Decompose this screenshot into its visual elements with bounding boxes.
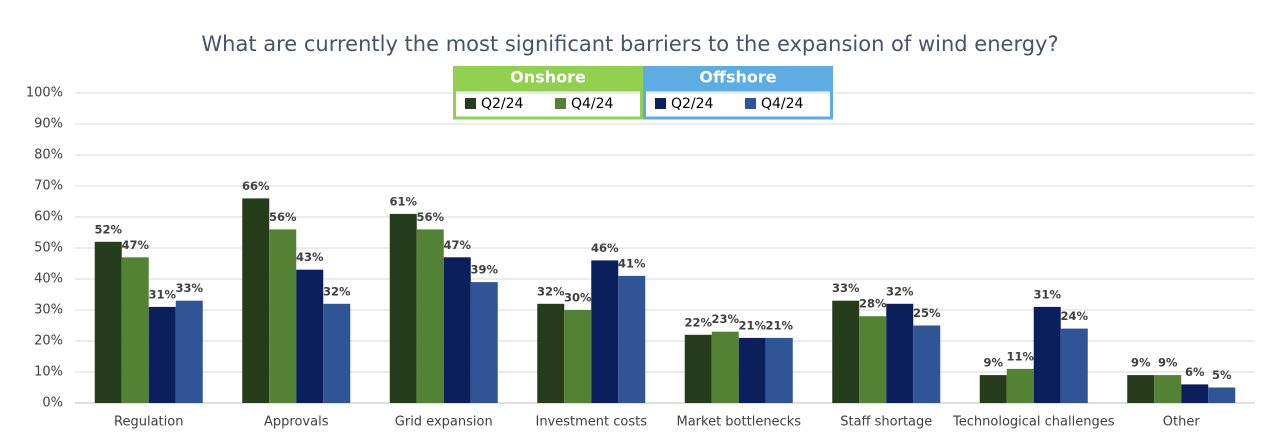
value-label: 43% — [296, 250, 324, 264]
bar — [175, 300, 203, 403]
legend-swatch — [555, 98, 566, 109]
bar — [765, 337, 793, 403]
legend-label: Q4/24 — [571, 96, 614, 112]
bar — [1033, 306, 1061, 403]
value-label: 56% — [416, 210, 444, 224]
y-tick-label: 100% — [26, 86, 63, 101]
y-tick-label: 0% — [42, 396, 63, 411]
y-tick-label: 40% — [34, 272, 63, 287]
x-tick-label: Approvals — [264, 415, 329, 430]
value-label: 21% — [765, 318, 793, 332]
value-label: 31% — [1033, 287, 1061, 301]
bar — [537, 303, 565, 403]
value-label: 47% — [443, 238, 471, 252]
x-tick-label: Other — [1163, 415, 1201, 430]
value-label: 11% — [1006, 349, 1034, 363]
legend-label: Q4/24 — [761, 96, 804, 112]
bar — [269, 229, 297, 403]
value-label: 46% — [591, 241, 619, 255]
bar — [859, 316, 887, 403]
value-label: 39% — [470, 263, 498, 277]
value-label: 47% — [121, 238, 149, 252]
chart-title: What are currently the most significant … — [201, 32, 1058, 56]
value-label: 31% — [148, 287, 176, 301]
x-tick-label: Investment costs — [535, 415, 647, 430]
y-tick-label: 90% — [34, 117, 63, 132]
value-label: 23% — [711, 312, 739, 326]
bar — [618, 275, 646, 403]
bar — [886, 303, 914, 403]
y-tick-label: 10% — [34, 365, 63, 380]
bar — [148, 306, 176, 403]
bar — [564, 310, 592, 403]
bar — [1127, 375, 1155, 403]
value-label: 61% — [389, 194, 417, 208]
value-label: 33% — [832, 281, 860, 295]
bar — [832, 300, 860, 403]
y-tick-label: 80% — [34, 148, 63, 163]
bar — [1181, 384, 1209, 403]
legend-group-box — [453, 88, 643, 120]
bar — [323, 303, 351, 403]
legend-label: Q2/24 — [481, 96, 524, 112]
y-tick-label: 60% — [34, 210, 63, 225]
bar — [913, 325, 941, 403]
bar — [121, 257, 149, 403]
value-label: 9% — [1158, 356, 1178, 370]
y-tick-label: 70% — [34, 179, 63, 194]
bar — [1006, 368, 1034, 403]
value-label: 28% — [859, 297, 887, 311]
y-tick-label: 20% — [34, 334, 63, 349]
x-tick-label: Regulation — [114, 415, 183, 430]
value-label: 25% — [913, 306, 941, 320]
bar — [591, 260, 619, 403]
y-tick-label: 50% — [34, 241, 63, 256]
value-label: 32% — [323, 284, 351, 298]
bar — [416, 229, 444, 403]
value-label: 24% — [1060, 309, 1088, 323]
bar — [443, 257, 471, 403]
value-label: 32% — [886, 284, 914, 298]
value-label: 41% — [618, 256, 646, 270]
value-label: 22% — [684, 315, 712, 329]
x-tick-label: Market bottlenecks — [676, 415, 801, 430]
x-tick-label: Technological challenges — [952, 415, 1115, 430]
value-label: 66% — [242, 179, 270, 193]
legend-group-header — [453, 66, 643, 90]
bar — [684, 334, 712, 403]
value-label: 6% — [1185, 365, 1205, 379]
value-label: 32% — [537, 284, 565, 298]
bar — [1060, 328, 1088, 403]
value-label: 33% — [175, 281, 203, 295]
bar — [296, 269, 324, 403]
x-tick-label: Staff shortage — [840, 415, 932, 430]
legend-group-header — [643, 66, 833, 90]
bar — [470, 282, 498, 403]
bar — [979, 375, 1007, 403]
bar — [94, 241, 122, 403]
legend-swatch — [655, 98, 666, 109]
value-label: 9% — [1131, 356, 1151, 370]
value-label: 52% — [94, 222, 122, 236]
legend-label: Q2/24 — [671, 96, 714, 112]
bar — [1154, 375, 1182, 403]
value-label: 56% — [269, 210, 297, 224]
value-label: 9% — [983, 356, 1003, 370]
bar — [711, 331, 739, 403]
x-tick-label: Grid expansion — [395, 415, 493, 430]
bar — [738, 337, 766, 403]
bar — [242, 198, 270, 403]
legend-swatch — [465, 98, 476, 109]
legend-group-box — [643, 88, 833, 120]
bar — [1208, 387, 1236, 403]
legend-group-title: Offshore — [699, 68, 776, 87]
bar — [389, 213, 417, 403]
y-tick-label: 30% — [34, 303, 63, 318]
value-label: 21% — [738, 318, 766, 332]
value-label: 5% — [1212, 368, 1232, 382]
value-label: 30% — [564, 291, 592, 305]
legend-group-title: Onshore — [510, 68, 586, 87]
legend-swatch — [745, 98, 756, 109]
